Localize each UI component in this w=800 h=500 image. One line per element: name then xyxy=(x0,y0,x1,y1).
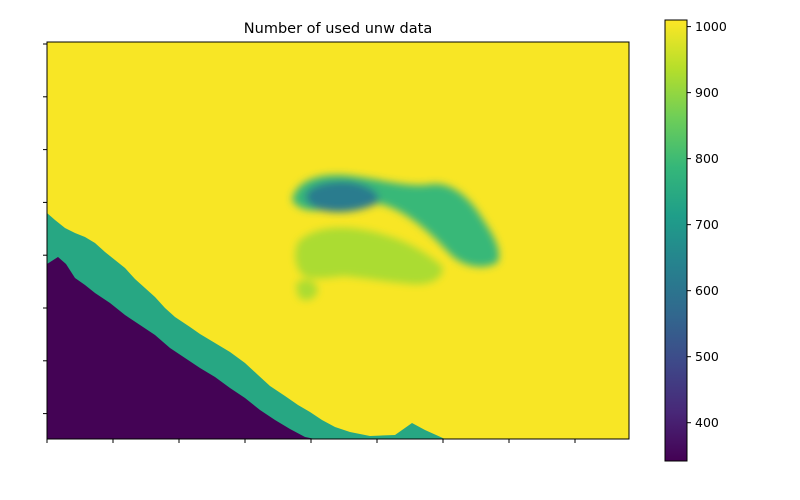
colorbar-tick-label: 900 xyxy=(695,85,719,100)
region-central-arc-core xyxy=(305,181,379,212)
y-axis-ticks xyxy=(43,43,47,415)
colorbar-tick-label: 700 xyxy=(695,217,719,232)
region-lower-left-corner xyxy=(47,257,315,439)
chart-title: Number of used unw data xyxy=(244,21,432,37)
colorbar-tick-label: 800 xyxy=(695,151,719,166)
colorbar-tick-label: 600 xyxy=(695,283,719,298)
central-anomaly xyxy=(292,175,500,301)
region-central-diffuse-spot xyxy=(296,279,318,301)
colorbar-tick-label: 400 xyxy=(695,415,719,430)
x-axis-ticks xyxy=(46,439,576,443)
heatmap-plot-area xyxy=(47,42,629,439)
plot-frame xyxy=(46,41,630,440)
colorbar: 400 500 600 700 800 900 1000 xyxy=(664,19,727,462)
region-central-diffuse-patch xyxy=(295,227,443,285)
colorbar-tick-label: 500 xyxy=(695,349,719,364)
colorbar-tick-label: 1000 xyxy=(695,19,727,34)
colorbar-gradient xyxy=(665,20,687,461)
colorbar-frame xyxy=(664,19,688,462)
